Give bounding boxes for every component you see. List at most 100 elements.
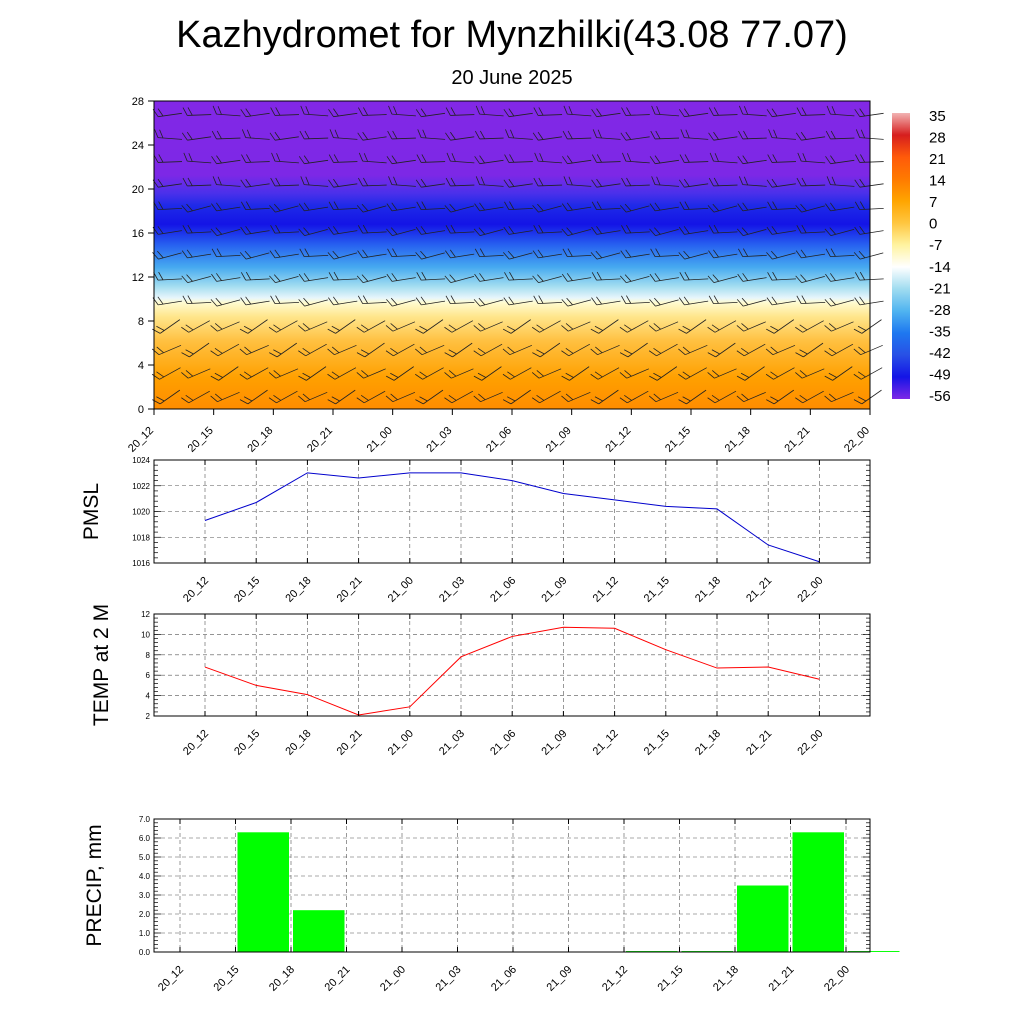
wind-barb [503,226,533,235]
wind-barb [502,319,531,334]
x-tick-label: 20_15 [212,964,242,994]
wind-barb [825,155,855,165]
wind-barb [825,248,855,258]
wind-barb [505,129,533,140]
wind-barb [678,344,708,356]
wind-barb [387,130,416,140]
wind-barb [679,201,709,211]
wind-barb [415,296,446,306]
wind-barb [239,344,269,356]
y-tick-label: 8 [146,651,151,660]
wind-barb [853,389,882,405]
wind-barb [473,343,503,357]
wind-barb [678,108,709,118]
wind-barb [620,131,650,141]
y-tick-label: 8 [138,316,144,328]
colorbar-label: -42 [929,345,951,362]
wind-barb [737,273,767,282]
wind-barb [649,227,679,236]
wind-barb [767,271,796,281]
wind-barb [621,295,650,305]
wind-barb [385,391,416,403]
wind-barb [444,320,474,333]
wind-barb [824,321,854,332]
wind-barb [327,367,357,380]
wind-barb [503,296,533,306]
wind-barb [181,131,212,141]
x-tick-label: 21_06 [488,728,518,758]
wind-barb [270,224,299,234]
wind-barb [620,249,650,259]
wind-barb [415,344,445,356]
wind-barb [680,129,709,140]
bar [293,910,345,952]
x-tick-label: 20_12 [181,575,211,605]
x-tick-label: 20_12 [156,964,186,994]
wind-barb [650,130,680,140]
x-tick-label: 21_06 [488,575,518,605]
wind-barb [357,131,387,141]
wind-barb [853,250,884,260]
wind-barb [151,344,182,356]
wind-barb [239,319,268,334]
wind-barb [241,129,270,140]
wind-barb [356,320,386,333]
wind-barb [707,274,738,283]
wind-barb [533,177,563,187]
x-tick-label: 21_06 [489,964,519,994]
wind-barb [854,296,884,306]
wind-barb [474,155,504,165]
wind-barb [298,297,328,307]
wind-barb [707,390,737,404]
wind-barb [621,107,650,116]
x-tick-label: 21_21 [744,575,774,605]
x-tick-label: 20_18 [283,728,313,758]
wind-barb [328,271,358,281]
wind-barb [708,107,738,116]
wind-barb [270,107,299,116]
wind-barb [592,129,621,140]
x-tick-label: 21_03 [437,728,467,758]
wind-barb [502,344,533,356]
wind-barb [619,203,650,213]
wind-barb [649,366,678,381]
x-tick-label: 21_21 [767,964,797,994]
wind-barb [622,152,650,164]
wind-barb [298,366,327,381]
y-tick-label: 12 [132,272,144,284]
wind-barb [474,130,504,140]
wind-barb [854,271,884,281]
wind-barb [619,342,648,358]
wind-barb [563,176,592,187]
wind-barb [239,389,268,405]
wind-barb [181,390,210,404]
wind-barb [561,297,592,307]
wind-barb [444,203,475,213]
wind-barb [357,295,387,305]
wind-barb [328,226,358,235]
wind-barb [590,319,619,334]
wind-barb [854,201,884,211]
wind-barb [678,389,707,405]
wind-barb [445,131,475,141]
wind-barb [298,321,328,332]
wind-barb [240,226,270,235]
wind-barb [766,226,796,235]
wind-barb [707,320,737,333]
x-tick-label: 21_09 [545,964,575,994]
y-tick-label: 6.0 [139,834,151,843]
wind-barb [298,202,329,212]
colorbar-label: 14 [929,173,946,190]
wind-barb [561,391,591,403]
colorbar-label: -7 [929,237,942,254]
x-tick-label: 21_00 [386,728,416,758]
wind-barb [445,177,475,187]
wind-barb [356,368,386,379]
y-tick-label: 1.0 [139,929,151,938]
wind-barb [356,274,387,283]
colorbar-label: -56 [929,388,951,405]
wind-barb [356,203,387,213]
wind-barb [327,250,358,260]
y-tick-label: 10 [141,630,150,639]
x-tick-label: 21_12 [603,425,633,455]
